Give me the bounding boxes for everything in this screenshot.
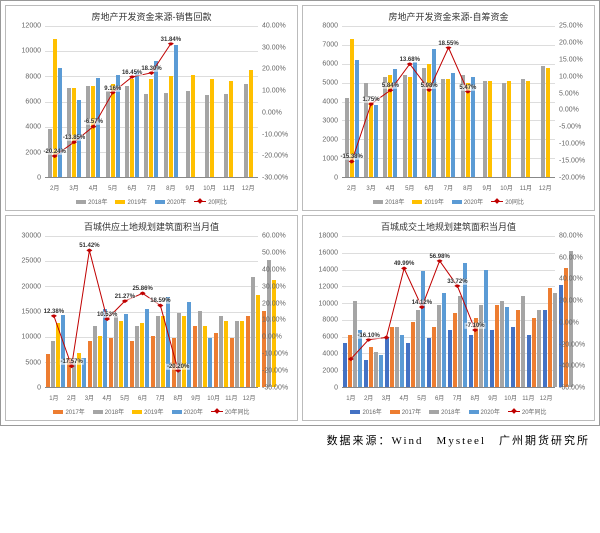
chart-grid: 房地产开发资金来源-销售回款 02000400060008000100001200…	[0, 0, 600, 426]
chart-area: 020004000600080001000012000-20.24% -13.85…	[10, 26, 293, 206]
data-label: 5.47%	[458, 84, 477, 90]
data-label: 5.84%	[381, 83, 400, 89]
y-axis-left: 010002000300040005000600070008000	[307, 26, 340, 178]
y-axis-right: -20.00%-15.00%-10.00%-5.00%0.00%5.00%10.…	[557, 26, 590, 178]
legend-item: 2020年	[155, 197, 186, 206]
legend: 2017年 2018年 2019年 2020年 20年同比	[45, 407, 258, 416]
legend: 2016年 2017年 2018年 2020年 20年同比	[342, 407, 555, 416]
chart-panel: 百城成交土地规划建筑面积当月值 0200040006000800010000120…	[302, 215, 595, 421]
y-axis-left: 050001000015000200002500030000	[10, 236, 43, 388]
data-label: -20.24%	[42, 149, 66, 155]
data-label: 51.42%	[78, 243, 100, 249]
data-label: 12.38%	[43, 309, 65, 315]
legend-item: 20同比	[491, 197, 524, 206]
chart-panel: 房地产开发资金来源-销售回款 02000400060008000100001200…	[5, 5, 298, 211]
data-label: 18.55%	[437, 40, 459, 46]
legend-item: 2019年	[115, 197, 146, 206]
data-source: 数据来源：Wind Mysteel 广州期货研究所	[0, 426, 600, 454]
legend-item: 2020年	[469, 407, 500, 416]
legend-item: 2018年	[373, 197, 404, 206]
plot-area: -20.24%-13.85%-6.57%9.16%16.45%18.30%31.…	[45, 26, 258, 178]
y-axis-right: -30.00%-20.00%-10.00%0.00%10.00%20.00%30…	[260, 236, 293, 388]
data-label: -20.20%	[166, 363, 190, 369]
chart-title: 百城供应土地规划建筑面积当月值	[10, 220, 293, 233]
data-label: 56.98%	[428, 254, 450, 260]
chart-panel: 百城供应土地规划建筑面积当月值 0500010000150002000025000…	[5, 215, 298, 421]
plot-area: -15.38% 1.75% 5.84% 13.68% 5.98% 18.55% 5.47%	[342, 26, 555, 178]
data-label: 9.16%	[103, 85, 122, 91]
data-label: -13.85%	[62, 135, 86, 141]
legend-item: 20年同比	[211, 407, 250, 416]
data-label: 18.30%	[140, 66, 162, 72]
data-label: 5.98%	[420, 83, 439, 89]
data-label: -16.10%	[356, 332, 380, 338]
legend-item: 2018年	[429, 407, 460, 416]
data-label: 25.86%	[131, 286, 153, 292]
chart-area: 0200040006000800010000120001400016000180…	[307, 236, 590, 416]
legend-item: 2019年	[132, 407, 163, 416]
data-label: 18.59%	[149, 298, 171, 304]
legend-item: 2017年	[53, 407, 84, 416]
legend-item: 2020年	[452, 197, 483, 206]
chart-title: 房地产开发资金来源-自筹资金	[307, 10, 590, 23]
data-label: 14.12%	[411, 300, 433, 306]
plot-area: -16.10% 49.99% 14.12% 56.98% 33.72% -7.10%	[342, 236, 555, 388]
data-label: 33.72%	[446, 279, 468, 285]
y-axis-right: -60.00%-40.00%-20.00%0.00%20.00%40.00%60…	[557, 236, 590, 388]
chart-area: 05000100001500020000250003000012.38% -17.…	[10, 236, 293, 416]
plot-area: 12.38% -17.57% 51.42% 10.53% 21.27% 25.86% 18.…	[45, 236, 258, 388]
data-label: 10.53%	[96, 312, 118, 318]
chart-title: 百城成交土地规划建筑面积当月值	[307, 220, 590, 233]
line-overlay	[45, 26, 258, 177]
legend-item: 2020年	[172, 407, 203, 416]
legend-item: 2016年	[350, 407, 381, 416]
data-label: 13.68%	[399, 57, 421, 63]
legend: 2018年 2019年 2020年 20同比	[342, 197, 555, 206]
x-axis: 2月3月4月5月6月7月8月9月10月11月12月	[45, 183, 258, 192]
data-label: -17.57%	[59, 359, 83, 365]
y-axis-left: 0200040006000800010000120001400016000180…	[307, 236, 340, 388]
data-label: -7.10%	[465, 323, 486, 329]
x-axis: 1月2月3月4月5月6月7月8月9月10月11月12月	[342, 393, 555, 402]
y-axis-right: -30.00%-20.00%-10.00%0.00%10.00%20.00%30…	[260, 26, 293, 178]
legend-item: 2019年	[412, 197, 443, 206]
legend-item: 20同比	[194, 197, 227, 206]
y-axis-left: 020004000600080001000012000	[10, 26, 43, 178]
data-label: 1.75%	[362, 97, 381, 103]
legend: 2018年 2019年 2020年 20同比	[45, 197, 258, 206]
data-label: 21.27%	[114, 294, 136, 300]
x-axis: 1月2月3月4月5月6月7月8月9月10月11月12月	[45, 393, 258, 402]
legend-item: 2018年	[93, 407, 124, 416]
legend-item: 2018年	[76, 197, 107, 206]
data-label: -6.57%	[83, 119, 104, 125]
data-label: 49.99%	[393, 261, 415, 267]
data-label: -15.38%	[339, 154, 363, 160]
x-axis: 2月3月4月5月6月7月8月9月10月11月12月	[342, 183, 555, 192]
chart-area: 010002000300040005000600070008000-15.38%…	[307, 26, 590, 206]
legend-item: 2017年	[390, 407, 421, 416]
chart-panel: 房地产开发资金来源-自筹资金 01000200030004000500060007…	[302, 5, 595, 211]
legend-item: 20年同比	[508, 407, 547, 416]
data-label: 31.84%	[160, 36, 182, 42]
chart-title: 房地产开发资金来源-销售回款	[10, 10, 293, 23]
